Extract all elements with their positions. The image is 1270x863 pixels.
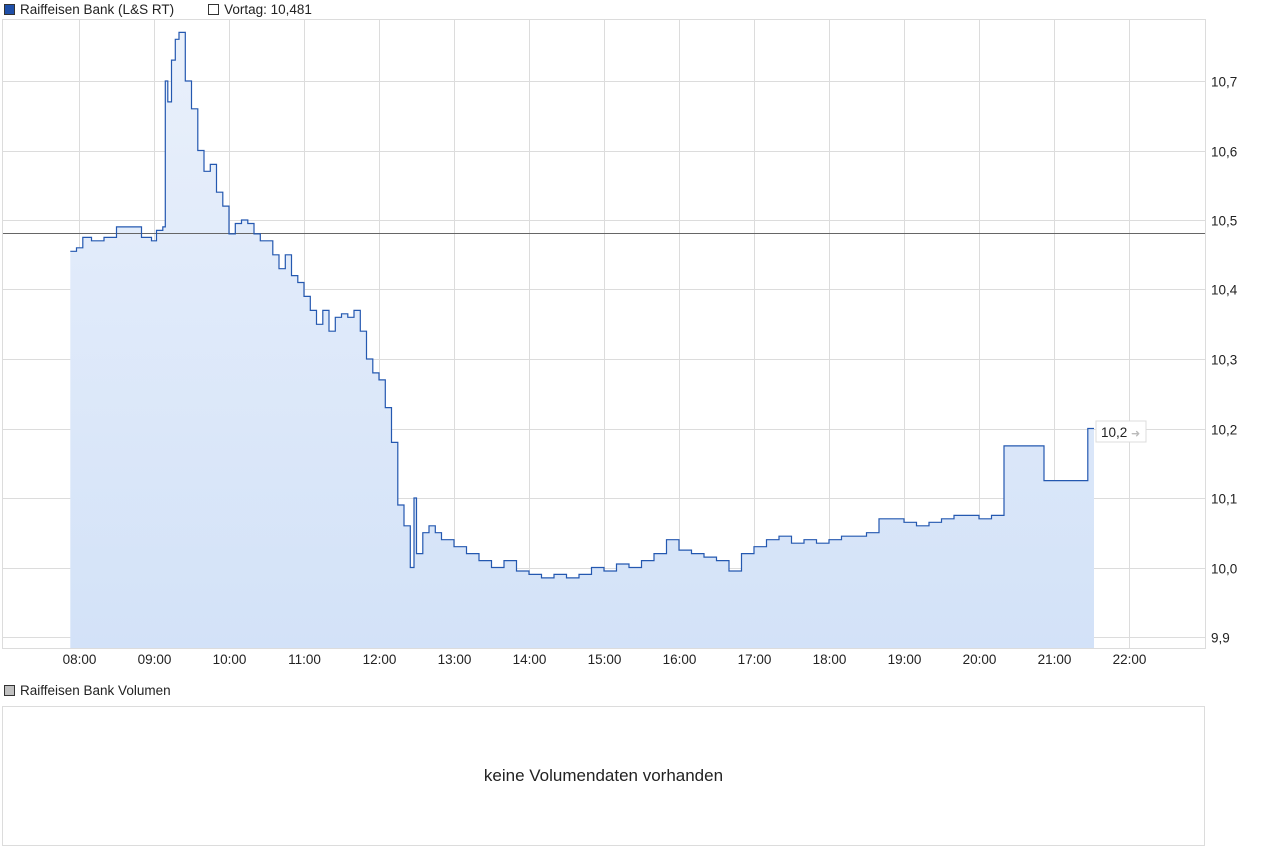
svg-text:09:00: 09:00 (138, 652, 172, 667)
svg-text:10,5: 10,5 (1211, 214, 1237, 229)
legend-prev-close-label: Vortag: 10,481 (224, 1, 312, 17)
svg-text:10,0: 10,0 (1211, 562, 1237, 577)
y-axis: 9,9 10,0 10,1 10,2 10,3 10,4 10,5 10,6 10,7 (1211, 75, 1238, 646)
svg-text:10,7: 10,7 (1211, 75, 1237, 90)
arrow-right-icon: ➜ (1131, 428, 1140, 440)
legend-item-price[interactable]: Raiffeisen Bank (L&S RT) (4, 2, 174, 17)
svg-text:18:00: 18:00 (813, 652, 847, 667)
price-chart: 9,9 10,0 10,1 10,2 10,3 10,4 10,5 10,6 10,7 08:0… (2, 19, 1238, 667)
volume-legend-label: Raiffeisen Bank Volumen (20, 683, 171, 698)
svg-text:21:00: 21:00 (1038, 652, 1072, 667)
x-axis: 08:00 09:00 10:00 11:00 12:00 13:00 14:00 15:00… (63, 652, 1147, 667)
svg-text:20:00: 20:00 (963, 652, 997, 667)
price-area-fill (70, 32, 1095, 648)
volume-empty-message: keine Volumendaten vorhanden (483, 766, 724, 785)
svg-text:14:00: 14:00 (513, 652, 547, 667)
chart-frame (2, 19, 1206, 649)
svg-text:22:00: 22:00 (1113, 652, 1147, 667)
svg-text:17:00: 17:00 (738, 652, 772, 667)
svg-text:10,4: 10,4 (1211, 283, 1238, 298)
svg-text:19:00: 19:00 (888, 652, 922, 667)
svg-text:12:00: 12:00 (363, 652, 397, 667)
svg-text:11:00: 11:00 (288, 652, 321, 667)
svg-text:13:00: 13:00 (438, 652, 472, 667)
price-line (70, 31, 1094, 579)
svg-text:10,1: 10,1 (1211, 492, 1237, 507)
svg-text:10,3: 10,3 (1211, 353, 1237, 368)
svg-text:10:00: 10:00 (213, 652, 247, 667)
last-price-value: 10,2 (1101, 425, 1127, 440)
svg-text:9,9: 9,9 (1211, 631, 1230, 646)
legend-series-label: Raiffeisen Bank (L&S RT) (20, 1, 175, 17)
last-price-badge: 10,2 ➜ (1095, 420, 1147, 443)
series-color-swatch (4, 3, 15, 15)
volume-legend[interactable]: Raiffeisen Bank Volumen (4, 683, 171, 698)
svg-text:10,6: 10,6 (1211, 145, 1237, 160)
volume-color-swatch (4, 685, 15, 696)
legend-item-prev-close[interactable]: Vortag: 10,481 (208, 2, 312, 17)
svg-text:08:00: 08:00 (63, 652, 97, 667)
chart-legend: Raiffeisen Bank (L&S RT) Vortag: 10,481 (4, 1, 346, 17)
svg-text:15:00: 15:00 (588, 652, 622, 667)
prev-close-swatch (208, 3, 220, 15)
volume-chart: keine Volumendaten vorhanden (2, 706, 1205, 846)
svg-text:10,2: 10,2 (1211, 423, 1237, 438)
svg-text:16:00: 16:00 (663, 652, 697, 667)
